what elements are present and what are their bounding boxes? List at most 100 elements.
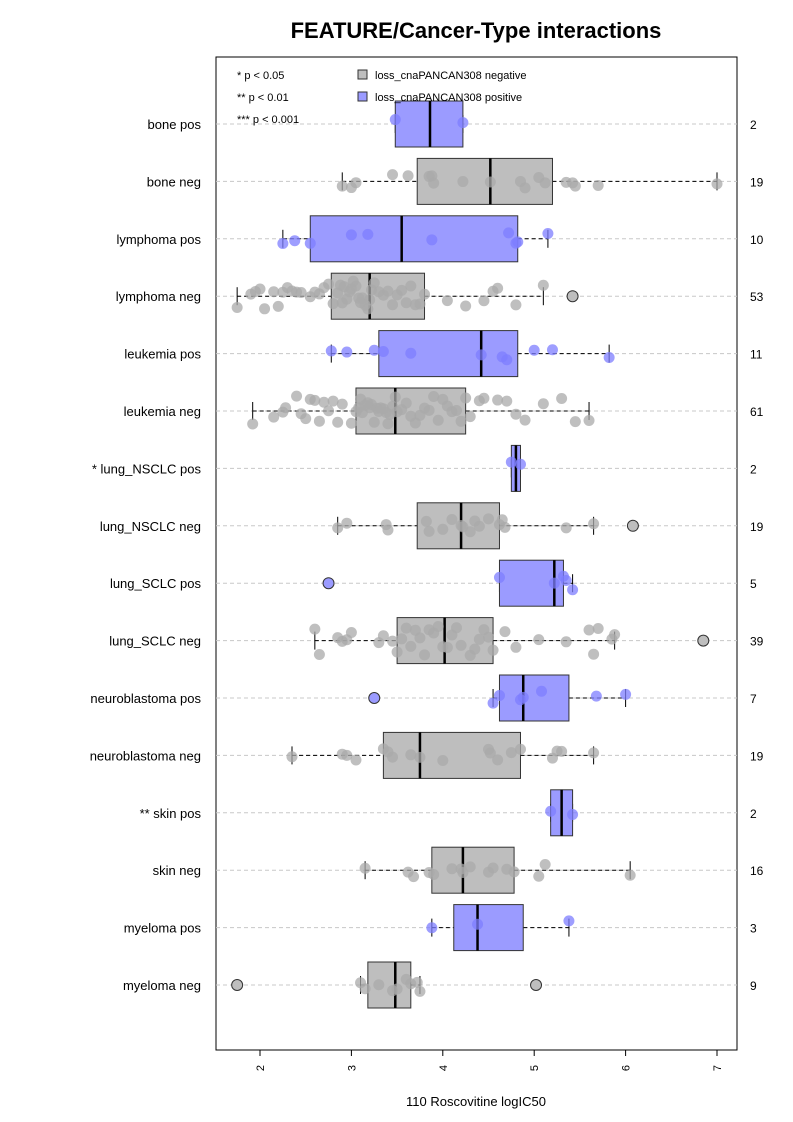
- data-point-negative: [268, 411, 280, 423]
- data-point-negative: [341, 749, 353, 761]
- category-label: lymphoma pos: [116, 232, 201, 247]
- data-point-negative: [405, 280, 417, 292]
- data-point-negative: [389, 391, 401, 403]
- data-point-positive: [362, 228, 374, 240]
- data-point-negative: [327, 395, 339, 407]
- data-point-positive: [405, 347, 417, 359]
- sample-count: 3: [750, 922, 757, 936]
- sample-count: 61: [750, 405, 764, 419]
- data-point-negative: [451, 622, 463, 634]
- data-point-negative: [231, 302, 243, 314]
- category-label: * lung_NSCLC pos: [92, 461, 202, 476]
- data-point-negative: [428, 869, 440, 881]
- data-point-negative: [291, 390, 303, 402]
- data-point-negative: [451, 405, 463, 417]
- data-point-negative: [455, 415, 467, 427]
- data-point-negative: [419, 288, 431, 300]
- data-point-negative: [350, 177, 362, 189]
- data-point-negative: [423, 525, 435, 537]
- data-point-negative: [505, 747, 517, 759]
- category-label: leukemia neg: [124, 404, 201, 419]
- x-tick-label: 5: [529, 1065, 541, 1071]
- data-point-negative: [423, 404, 435, 416]
- data-point-positive: [475, 349, 487, 361]
- data-point-negative: [373, 979, 385, 991]
- data-point-positive: [368, 344, 380, 356]
- data-point-negative: [387, 635, 399, 647]
- data-point-negative: [539, 177, 551, 189]
- data-point-negative: [519, 182, 531, 194]
- data-point-negative: [510, 408, 522, 420]
- legend-label: loss_cnaPANCAN308 negative: [375, 70, 526, 82]
- data-point-negative: [464, 861, 476, 873]
- data-point-negative: [362, 303, 374, 315]
- data-point-negative: [514, 743, 526, 755]
- data-point-negative: [387, 751, 399, 763]
- data-point-negative: [473, 633, 485, 645]
- data-point-negative: [345, 627, 357, 639]
- significance-legend-text: *** p < 0.001: [237, 114, 299, 126]
- sample-count: 5: [750, 577, 757, 591]
- data-point-negative: [588, 747, 600, 759]
- data-point-positive: [493, 571, 505, 583]
- outlier-point: [530, 979, 543, 991]
- data-point-negative: [396, 284, 408, 296]
- data-point-negative: [432, 414, 444, 426]
- data-point-positive: [567, 808, 579, 820]
- data-point-negative: [405, 749, 417, 761]
- data-point-negative: [411, 976, 423, 988]
- category-label: bone neg: [147, 174, 201, 189]
- data-point-negative: [583, 624, 595, 636]
- data-point-negative: [318, 396, 330, 408]
- data-point-negative: [539, 858, 551, 870]
- data-point-negative: [478, 392, 490, 404]
- data-point-negative: [286, 751, 298, 763]
- data-point-positive: [304, 237, 316, 249]
- x-tick-label: 3: [346, 1065, 358, 1071]
- data-point-negative: [569, 416, 581, 428]
- sample-count: 39: [750, 635, 764, 649]
- data-point-negative: [327, 298, 339, 310]
- data-point-negative: [501, 395, 513, 407]
- data-point-negative: [711, 178, 723, 190]
- data-point-negative: [484, 747, 496, 759]
- data-point-negative: [492, 754, 504, 766]
- data-point-negative: [350, 280, 362, 292]
- data-point-negative: [382, 524, 394, 536]
- sample-count: 2: [750, 118, 757, 132]
- data-point-negative: [350, 754, 362, 766]
- data-point-negative: [400, 397, 412, 409]
- x-tick-label: 6: [621, 1065, 633, 1071]
- legend-swatch: [357, 91, 368, 102]
- data-point-positive: [560, 575, 572, 587]
- data-point-positive: [426, 922, 438, 934]
- sample-count: 2: [750, 462, 757, 476]
- box: [498, 674, 570, 722]
- data-point-negative: [391, 983, 403, 995]
- data-point-negative: [437, 755, 449, 767]
- data-point-positive: [345, 229, 357, 241]
- x-axis-label: 110 Roscovitine logIC50: [406, 1094, 546, 1109]
- category-label: neuroblastoma pos: [90, 691, 201, 706]
- category-label: myeloma neg: [123, 978, 201, 993]
- data-point-negative: [592, 623, 604, 635]
- data-point-negative: [460, 392, 472, 404]
- category-label: lung_SCLC pos: [110, 576, 202, 591]
- data-point-negative: [457, 176, 469, 188]
- sample-count: 19: [750, 175, 764, 189]
- box: [416, 157, 553, 205]
- data-point-negative: [510, 641, 522, 653]
- category-label: lymphoma neg: [116, 289, 201, 304]
- data-point-positive: [548, 577, 560, 589]
- data-point-positive: [501, 354, 513, 366]
- data-point-negative: [469, 643, 481, 655]
- sample-count: 11: [750, 348, 763, 362]
- data-point-negative: [414, 632, 426, 644]
- data-point-positive: [487, 697, 499, 709]
- data-point-positive: [590, 690, 602, 702]
- data-point-negative: [400, 622, 412, 634]
- data-point-negative: [569, 180, 581, 192]
- data-point-negative: [268, 286, 280, 298]
- data-point-positive: [603, 351, 615, 363]
- data-point-negative: [400, 297, 412, 309]
